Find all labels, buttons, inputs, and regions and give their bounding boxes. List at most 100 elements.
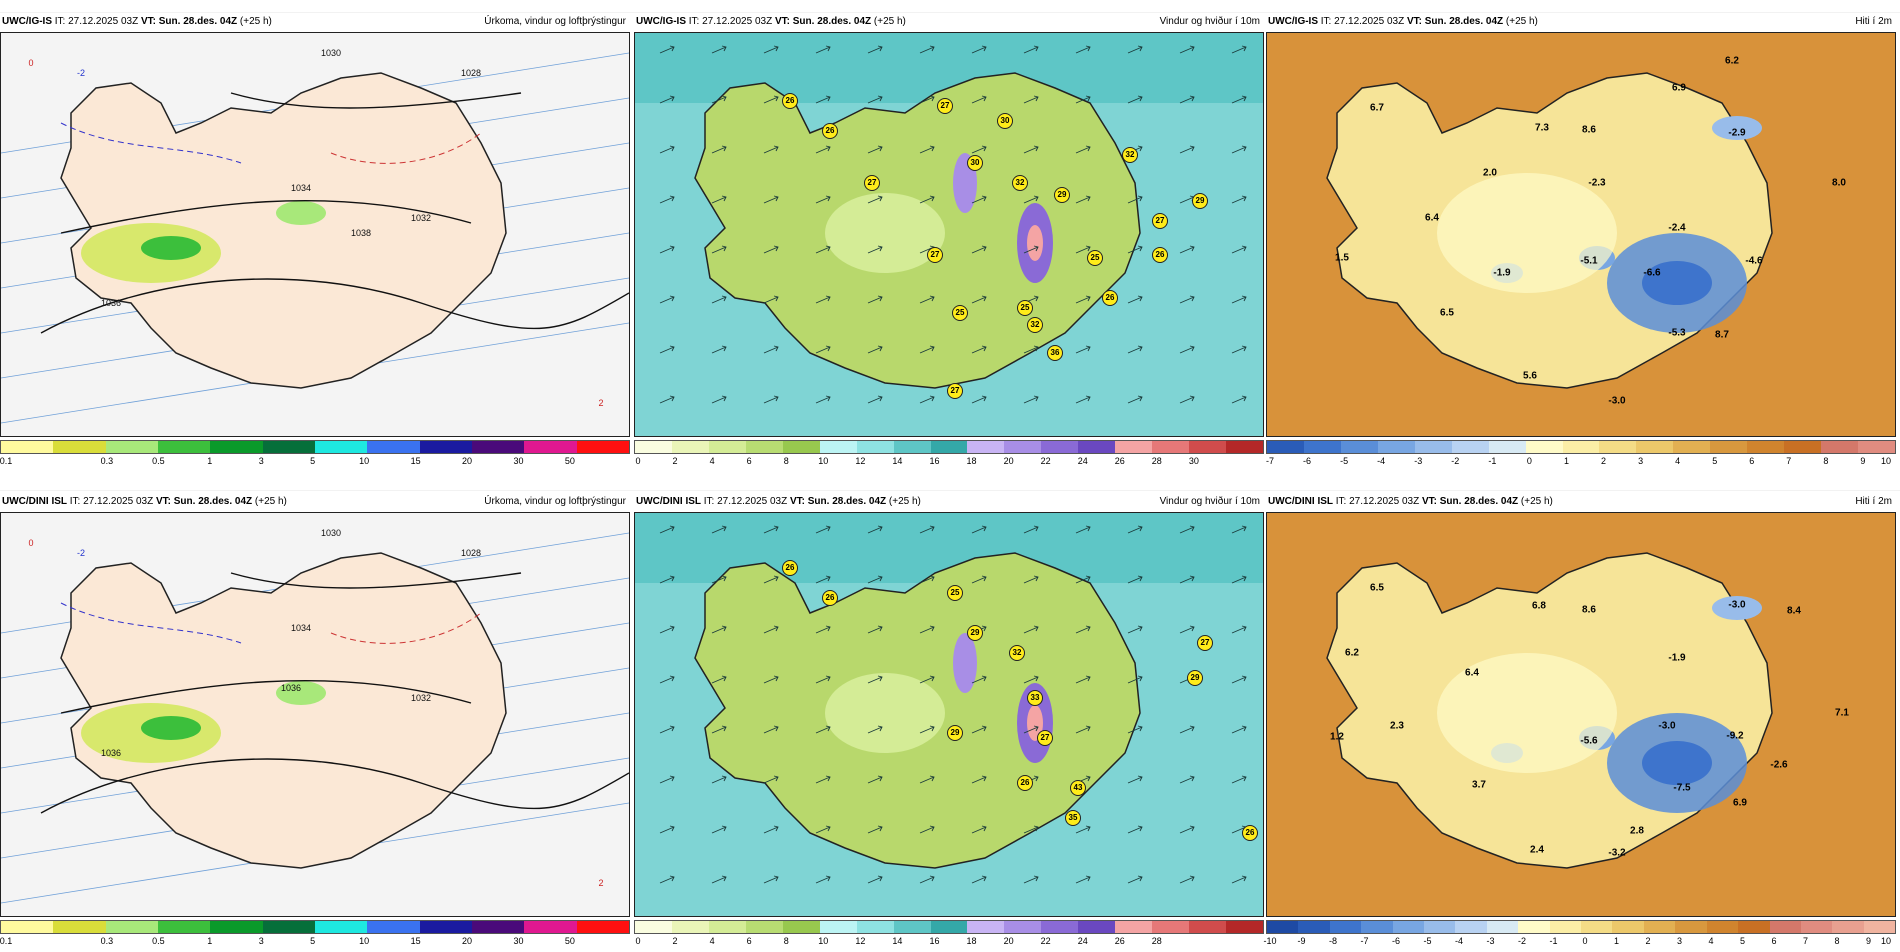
legend-tick: 2 <box>1601 456 1607 466</box>
panel-title: Hiti í 2m <box>1855 16 1892 27</box>
legend-color-bar <box>1266 920 1896 934</box>
legend-tick: -10 <box>1263 936 1277 946</box>
legend-swatch <box>635 441 672 453</box>
gust-label: 27 <box>1197 635 1213 651</box>
map-value-label: 6.9 <box>1733 797 1747 809</box>
wind-arrow <box>711 575 727 584</box>
wind-arrow <box>659 775 675 784</box>
map-value-label: 7.1 <box>1835 707 1849 719</box>
color-legend: 0 2 4 6 8 10 12 14 16 18 20 22 24 26 28 <box>634 920 1264 950</box>
calm-area <box>825 673 945 753</box>
legend-tick: 20 <box>462 456 473 466</box>
legend-swatch <box>53 441 106 453</box>
wind-arrow <box>1231 195 1247 204</box>
map-value-label: 6.9 <box>1672 82 1686 94</box>
wind-arrow <box>815 395 831 404</box>
legend-swatch <box>210 441 263 453</box>
wind-arrow <box>971 395 987 404</box>
map-area[interactable]: 1030 1032 1034 1036 1028 1036 -2 0 2 <box>0 512 630 917</box>
legend-swatch <box>1115 921 1153 933</box>
wind-arrow <box>711 95 727 104</box>
panel-meta: UWC/IG-IS IT: 27.12.2025 03Z VT: Sun. 28… <box>2 12 272 32</box>
wind-arrow <box>1075 725 1091 734</box>
map-value-label: -2 <box>76 68 86 78</box>
wind-arrow <box>659 625 675 634</box>
wind-arrow <box>711 295 727 304</box>
wind-arrow <box>763 675 779 684</box>
wind-arrow <box>971 775 987 784</box>
map-panel-dini-precip: UWC/DINI ISL IT: 27.12.2025 03Z VT: Sun.… <box>0 492 630 952</box>
wind-arrow <box>1127 575 1143 584</box>
wind-arrow <box>1127 525 1143 534</box>
wind-arrow <box>867 775 883 784</box>
wind-arrow <box>1127 295 1143 304</box>
map-area[interactable]: 26 26 27 30 30 32 27 29 32 27 26 27 29 25 26 25 32 36 27 25 <box>634 32 1264 437</box>
map-value-label: 2.8 <box>1630 825 1644 837</box>
legend-swatch <box>1451 441 1489 453</box>
map-value-label: 6.4 <box>1465 667 1479 679</box>
wind-arrow <box>1023 95 1039 104</box>
legend-tick: 0.1 <box>0 936 13 946</box>
legend-tick: 14 <box>892 936 903 946</box>
wind-arrow <box>1075 875 1091 884</box>
wind-arrow <box>1231 395 1247 404</box>
wind-arrow <box>1179 825 1195 834</box>
map-area[interactable]: 6.7 7.3 8.6 6.9 6.2 -2.9 2.0 -2.3 8.0 6.4 -2.4 1.5 -… <box>1266 32 1896 437</box>
legend-swatch <box>314 441 368 453</box>
gust-label: 43 <box>1070 780 1086 796</box>
lead-time: (+25 h) <box>1505 16 1538 27</box>
precip-core <box>141 716 201 740</box>
wind-arrow <box>867 295 883 304</box>
legend-swatch <box>708 921 746 933</box>
wind-arrow <box>1127 95 1143 104</box>
map-value-label: -7.5 <box>1673 782 1691 794</box>
gust-label: 26 <box>782 93 798 109</box>
legend-swatch <box>1189 921 1226 933</box>
it-label: IT: <box>54 16 66 27</box>
init-time: 27.12.2025 03Z <box>1349 496 1420 507</box>
legend-tick: 6 <box>746 936 752 946</box>
legend-color-bar <box>1266 440 1896 454</box>
wind-arrow <box>867 345 883 354</box>
legend-tick: 20 <box>1003 936 1014 946</box>
legend-swatch <box>1361 921 1393 933</box>
map-area[interactable]: 1030 1032 1034 1036 1028 1038 -2 0 2 <box>0 32 630 437</box>
wind-arrow <box>919 725 935 734</box>
map-value-label: -9.2 <box>1726 730 1744 742</box>
wind-arrow <box>1127 625 1143 634</box>
legend-swatch <box>782 921 820 933</box>
legend-tick: 10 <box>1880 936 1892 946</box>
legend-tick: 10 <box>359 456 370 466</box>
legend-swatch <box>1152 921 1190 933</box>
wind-arrow <box>659 195 675 204</box>
gust-label: 25 <box>952 305 968 321</box>
wind-arrow <box>1075 625 1091 634</box>
gust-label: 27 <box>927 247 943 263</box>
legend-tick: 14 <box>892 456 903 466</box>
legend-tick: 10 <box>1880 456 1892 466</box>
legend-ticks: 0 2 4 6 8 10 12 14 16 18 20 22 24 26 28 30 <box>634 455 1264 467</box>
legend-tick: 1 <box>207 936 213 946</box>
map-value-label: 1032 <box>410 213 432 223</box>
gust-label: 27 <box>1152 213 1168 229</box>
map-area[interactable]: 26 26 25 29 32 27 29 33 27 29 26 43 35 26 <box>634 512 1264 917</box>
legend-swatch <box>1710 441 1748 453</box>
legend-tick: 15 <box>410 936 421 946</box>
wind-arrow <box>867 195 883 204</box>
isotherm <box>60 122 242 164</box>
wind-arrow <box>815 575 831 584</box>
map-value-label: 1036 <box>100 298 122 308</box>
wind-arrow <box>815 195 831 204</box>
panel-header: UWC/IG-IS IT: 27.12.2025 03Z VT: Sun. 28… <box>0 12 630 32</box>
gust-label: 26 <box>1242 825 1258 841</box>
legend-tick: 5 <box>1739 936 1746 946</box>
map-area[interactable]: 6.5 6.8 8.6 -3.0 8.4 6.2 6.4 -1.9 7.1 1.2 2.3 -5.6 -… <box>1266 512 1896 917</box>
wind-arrow <box>659 45 675 54</box>
wind-arrow <box>1231 575 1247 584</box>
legend-swatch <box>856 921 894 933</box>
legend-tick: 1 <box>1563 456 1569 466</box>
map-value-label: -3.0 <box>1728 599 1746 611</box>
map-value-label: 5.6 <box>1523 370 1537 382</box>
wind-arrow <box>1231 775 1247 784</box>
legend-swatch <box>157 441 211 453</box>
